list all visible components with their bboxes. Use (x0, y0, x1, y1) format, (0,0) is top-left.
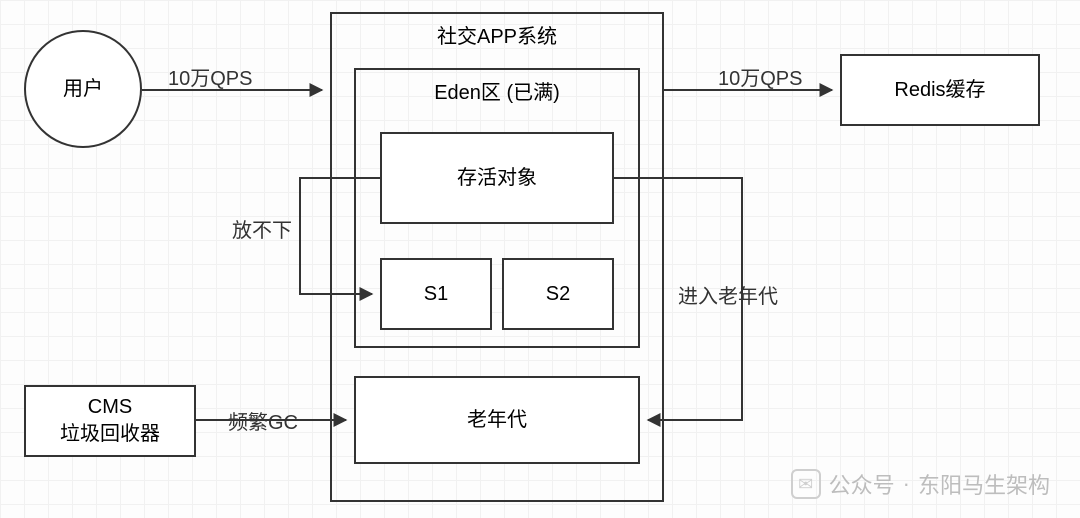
edge-label-cms-to-old: 频繁GC (228, 406, 298, 435)
edge-label-live-to-s1: 放不下 (232, 214, 292, 243)
node-eden-label: Eden区 (已满) (434, 80, 560, 107)
node-live: 存活对象 (380, 132, 614, 224)
node-redis-label: Redis缓存 (894, 77, 985, 104)
node-old: 老年代 (354, 376, 640, 464)
node-s1-label: S1 (424, 281, 448, 308)
node-s2-label: S2 (546, 281, 570, 308)
wechat-icon: ✉ (791, 469, 821, 499)
node-s2: S2 (502, 258, 614, 330)
edge-label-user-to-system: 10万QPS (168, 62, 252, 91)
watermark-prefix: 公众号 (829, 468, 895, 500)
node-system-label: 社交APP系统 (437, 24, 557, 51)
watermark: ✉ 公众号 · 东阳马生架构 (791, 468, 1050, 500)
watermark-sep: · (903, 471, 910, 497)
node-redis: Redis缓存 (840, 54, 1040, 126)
edge-label-live-to-old: 进入老年代 (678, 280, 778, 309)
edge-label-system-to-redis: 10万QPS (718, 62, 802, 91)
node-old-label: 老年代 (467, 407, 527, 434)
node-cms: CMS 垃圾回收器 (24, 385, 196, 457)
node-user-label: 用户 (63, 76, 103, 103)
node-cms-label: CMS 垃圾回收器 (60, 394, 160, 448)
node-s1: S1 (380, 258, 492, 330)
watermark-name: 东阳马生架构 (918, 468, 1050, 500)
node-live-label: 存活对象 (457, 165, 537, 192)
node-user: 用户 (24, 30, 142, 148)
